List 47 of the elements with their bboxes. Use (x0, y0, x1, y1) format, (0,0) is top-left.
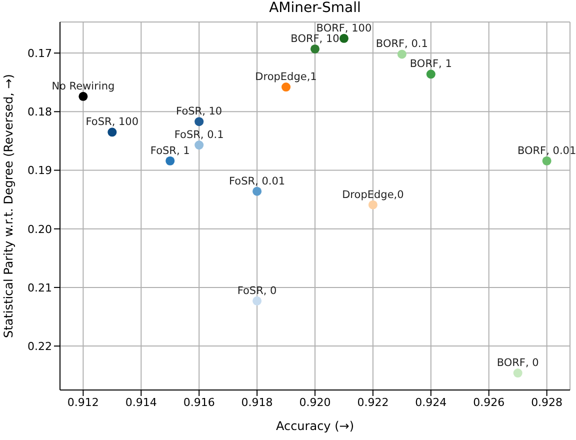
chart-title: AMiner-Small (268, 0, 362, 16)
x-axis-title: Accuracy (→) (276, 419, 354, 433)
annotation: FoSR, 0.01 (228, 175, 286, 188)
x-tick-label: 0.916 (183, 396, 215, 409)
x-tick-label: 0.920 (299, 396, 331, 409)
annotation: FoSR, 0.1 (174, 129, 224, 142)
x-tick-label: 0.912 (67, 396, 99, 409)
point (513, 368, 522, 378)
point (542, 156, 552, 166)
y-tick-label: 0.22 (28, 340, 52, 353)
point (108, 128, 117, 137)
y-tick-label: 0.18 (28, 106, 52, 119)
point (166, 156, 175, 166)
point (282, 82, 291, 92)
y-tick-label: 0.20 (28, 222, 52, 236)
point (78, 92, 88, 101)
x-tick-label: 0.922 (357, 396, 389, 409)
annotation: DropEdge,0 (342, 188, 404, 201)
point (339, 34, 348, 43)
point (368, 200, 378, 210)
x-tick-label: 0.928 (531, 396, 563, 409)
y-tick-label: 0.19 (28, 164, 52, 178)
annotation: FoSR, 0 (237, 284, 277, 297)
annotation: BORF, 0 (496, 357, 539, 370)
point (426, 70, 436, 79)
x-tick-label: 0.926 (473, 396, 505, 409)
annotation: BORF, 1 (410, 58, 452, 70)
point (252, 186, 262, 196)
annotation: FoSR, 100 (86, 116, 139, 128)
annotation: BORF, 0.1 (376, 38, 428, 50)
annotation: BORF, 10 (290, 32, 340, 45)
y-tick-label: 0.17 (28, 46, 52, 60)
point (310, 44, 320, 54)
annotation: BORF, 0.01 (517, 144, 576, 157)
point (194, 117, 204, 126)
point (252, 296, 262, 306)
x-tick-label: 0.924 (415, 396, 447, 409)
annotation: DropEdge,1 (255, 71, 317, 84)
x-tick-label: 0.914 (125, 396, 157, 409)
annotation: BORF, 100 (316, 22, 372, 34)
y-tick-label: 0.21 (28, 281, 52, 294)
point (194, 140, 204, 150)
point (397, 50, 406, 59)
annotation: FoSR, 1 (150, 144, 190, 157)
annotation: FoSR, 10 (176, 106, 222, 118)
y-axis-title: Statistical Parity w.r.t. Degree (Reversed, →) (1, 74, 16, 338)
x-tick-label: 0.918 (241, 396, 273, 409)
